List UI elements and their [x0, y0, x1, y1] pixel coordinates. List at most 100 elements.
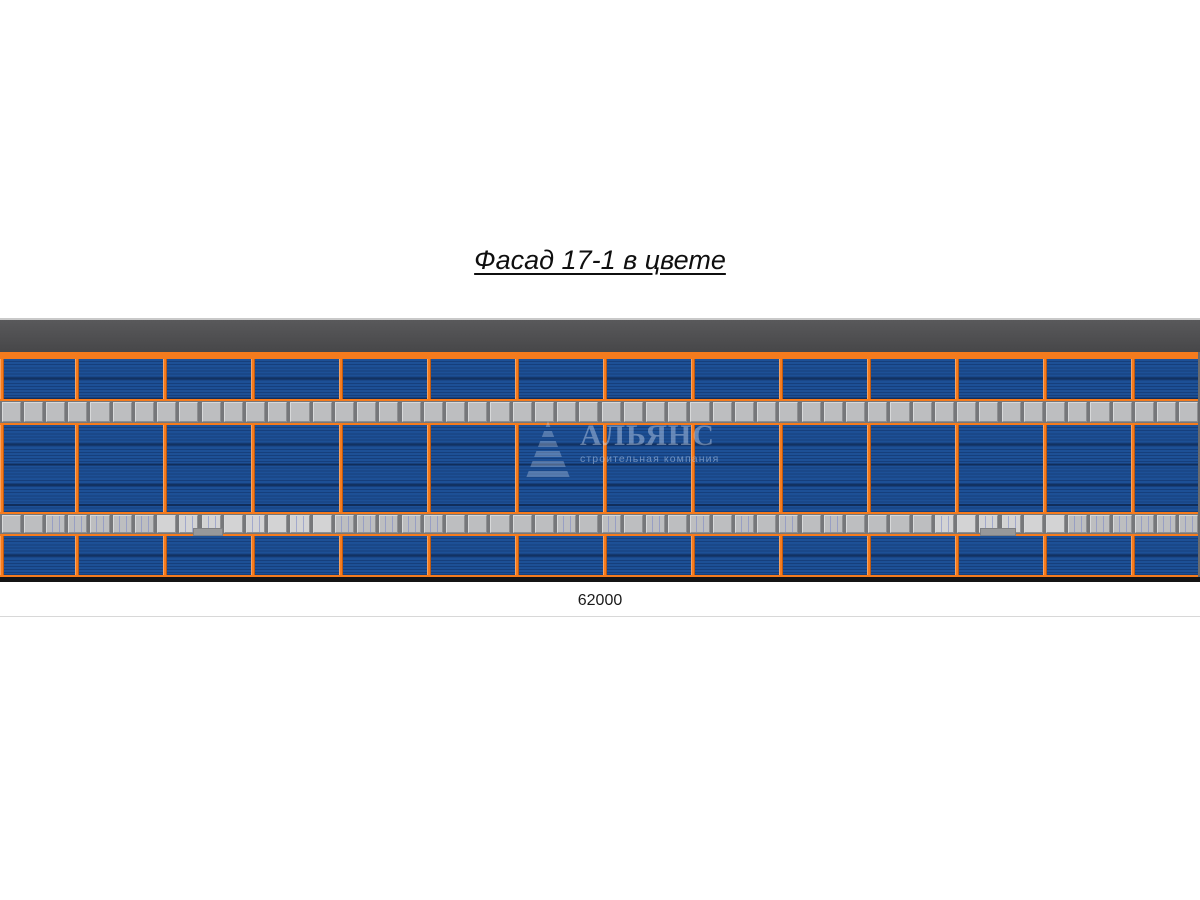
window-pane [246, 515, 266, 533]
window-pane [601, 402, 621, 422]
window-pane [801, 515, 821, 533]
window-pane [23, 402, 43, 422]
window-pane [246, 402, 266, 422]
window-pane [779, 402, 799, 422]
facade-right-edge [1198, 352, 1200, 577]
window-pane [579, 515, 599, 533]
drawing-title-text: Фасад 17-1 в цвете [474, 245, 726, 275]
window-pane [68, 515, 88, 533]
window-pane [1112, 515, 1132, 533]
window-pane [401, 515, 421, 533]
window-pane [912, 402, 932, 422]
orange-mullion [1043, 359, 1047, 577]
window-pane [757, 402, 777, 422]
window-pane [46, 515, 66, 533]
window-pane [779, 515, 799, 533]
window-pane [1023, 515, 1043, 533]
window-pane [1134, 515, 1154, 533]
window-pane [201, 402, 221, 422]
window-pane [1179, 402, 1199, 422]
window-pane [334, 515, 354, 533]
window-pane [757, 515, 777, 533]
orange-mullion [0, 359, 4, 577]
window-pane [401, 402, 421, 422]
window-pane [512, 515, 532, 533]
cladding-row-3 [0, 536, 1200, 575]
window-pane [557, 515, 577, 533]
window-pane [1179, 515, 1199, 533]
window-pane [179, 402, 199, 422]
window-pane [490, 515, 510, 533]
window-pane [46, 402, 66, 422]
window-pane [868, 402, 888, 422]
window-pane [1134, 402, 1154, 422]
window-pane [1046, 515, 1066, 533]
orange-mullion [75, 359, 79, 577]
window-pane [334, 402, 354, 422]
window-pane [134, 515, 154, 533]
orange-mullion [427, 359, 431, 577]
window-pane [379, 402, 399, 422]
dimension-text: 62000 [577, 592, 623, 609]
window-pane [712, 515, 732, 533]
window-pane [712, 402, 732, 422]
window-pane [357, 515, 377, 533]
orange-mullion [515, 359, 519, 577]
window-pane [646, 402, 666, 422]
entrance-step [193, 528, 223, 536]
window-pane [1023, 402, 1043, 422]
window-pane [1090, 402, 1110, 422]
window-pane [868, 515, 888, 533]
cladding-row-1 [0, 359, 1200, 399]
window-pane [890, 402, 910, 422]
window-pane [557, 402, 577, 422]
fascia-orange-stripe [0, 352, 1200, 359]
window-pane [934, 515, 954, 533]
orange-mullion [251, 359, 255, 577]
window-pane [268, 402, 288, 422]
window-pane [1046, 402, 1066, 422]
window-pane [423, 402, 443, 422]
window-pane [312, 402, 332, 422]
window-pane [734, 402, 754, 422]
window-pane [579, 402, 599, 422]
cladding-row-2 [0, 425, 1200, 512]
window-pane [290, 402, 310, 422]
window-pane [957, 515, 977, 533]
orange-mullion [339, 359, 343, 577]
window-pane [490, 402, 510, 422]
window-pane [112, 515, 132, 533]
orange-mullion [779, 359, 783, 577]
window-pane [601, 515, 621, 533]
window-pane [623, 515, 643, 533]
window-pane [934, 402, 954, 422]
window-pane [912, 515, 932, 533]
window-pane [690, 402, 710, 422]
orange-mullion [867, 359, 871, 577]
dimension-line [0, 616, 1200, 617]
entrance-step [980, 528, 1016, 536]
window-pane [112, 402, 132, 422]
window-pane [157, 515, 177, 533]
window-pane [268, 515, 288, 533]
window-pane [90, 515, 110, 533]
window-pane [1157, 515, 1177, 533]
orange-mullion [955, 359, 959, 577]
window-pane [1, 402, 21, 422]
window-pane [1, 515, 21, 533]
window-pane [68, 402, 88, 422]
facade-elevation [0, 318, 1200, 582]
window-pane [90, 402, 110, 422]
window-pane [1112, 402, 1132, 422]
window-pane [734, 515, 754, 533]
window-pane [957, 402, 977, 422]
window-pane [223, 515, 243, 533]
window-pane [312, 515, 332, 533]
window-pane [1001, 402, 1021, 422]
window-pane [446, 402, 466, 422]
window-pane [468, 515, 488, 533]
window-pane [357, 402, 377, 422]
window-pane [623, 402, 643, 422]
window-pane [534, 402, 554, 422]
